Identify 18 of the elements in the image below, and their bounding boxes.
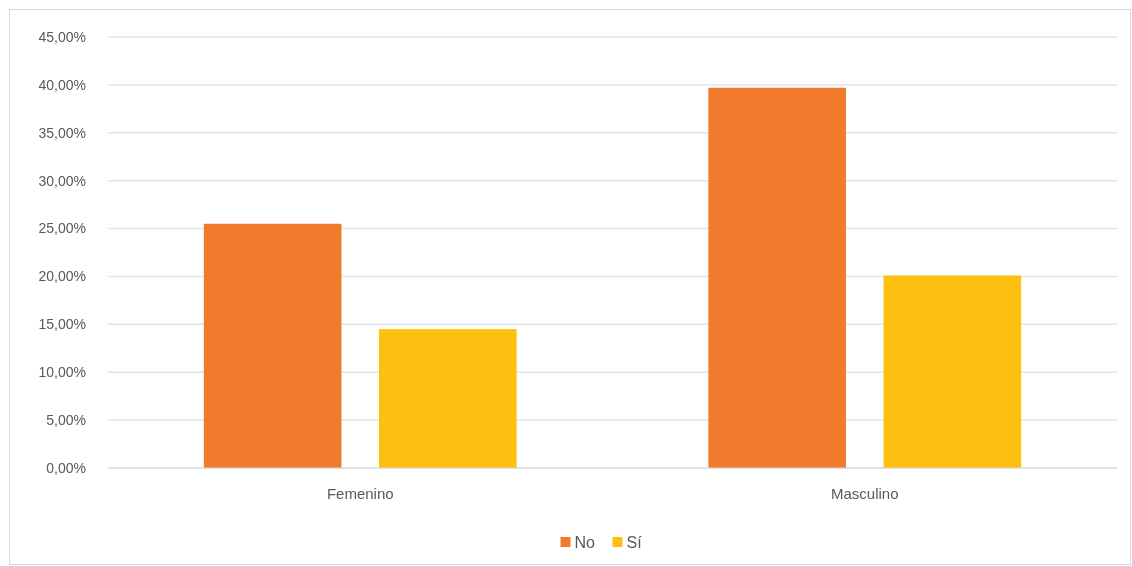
- y-tick-label: 10,00%: [38, 364, 86, 381]
- bar: [379, 329, 517, 468]
- legend-label: Sí: [626, 533, 643, 551]
- bar: [708, 87, 846, 468]
- y-tick-label: 45,00%: [38, 28, 86, 45]
- legend-label: No: [574, 533, 596, 551]
- y-tick-label: 40,00%: [38, 76, 86, 93]
- bar: [203, 223, 342, 468]
- x-tick-label: Masculino: [830, 485, 899, 503]
- y-tick-label: 5,00%: [46, 412, 86, 429]
- bar: [883, 275, 1022, 468]
- x-tick-label: Femenino: [326, 485, 394, 503]
- y-tick-label: 25,00%: [38, 220, 86, 237]
- y-tick-label: 35,00%: [38, 124, 86, 141]
- y-tick-label: 15,00%: [38, 316, 86, 333]
- y-tick-label: 20,00%: [38, 268, 86, 285]
- y-tick-label: 0,00%: [46, 459, 86, 476]
- y-tick-label: 30,00%: [38, 172, 86, 189]
